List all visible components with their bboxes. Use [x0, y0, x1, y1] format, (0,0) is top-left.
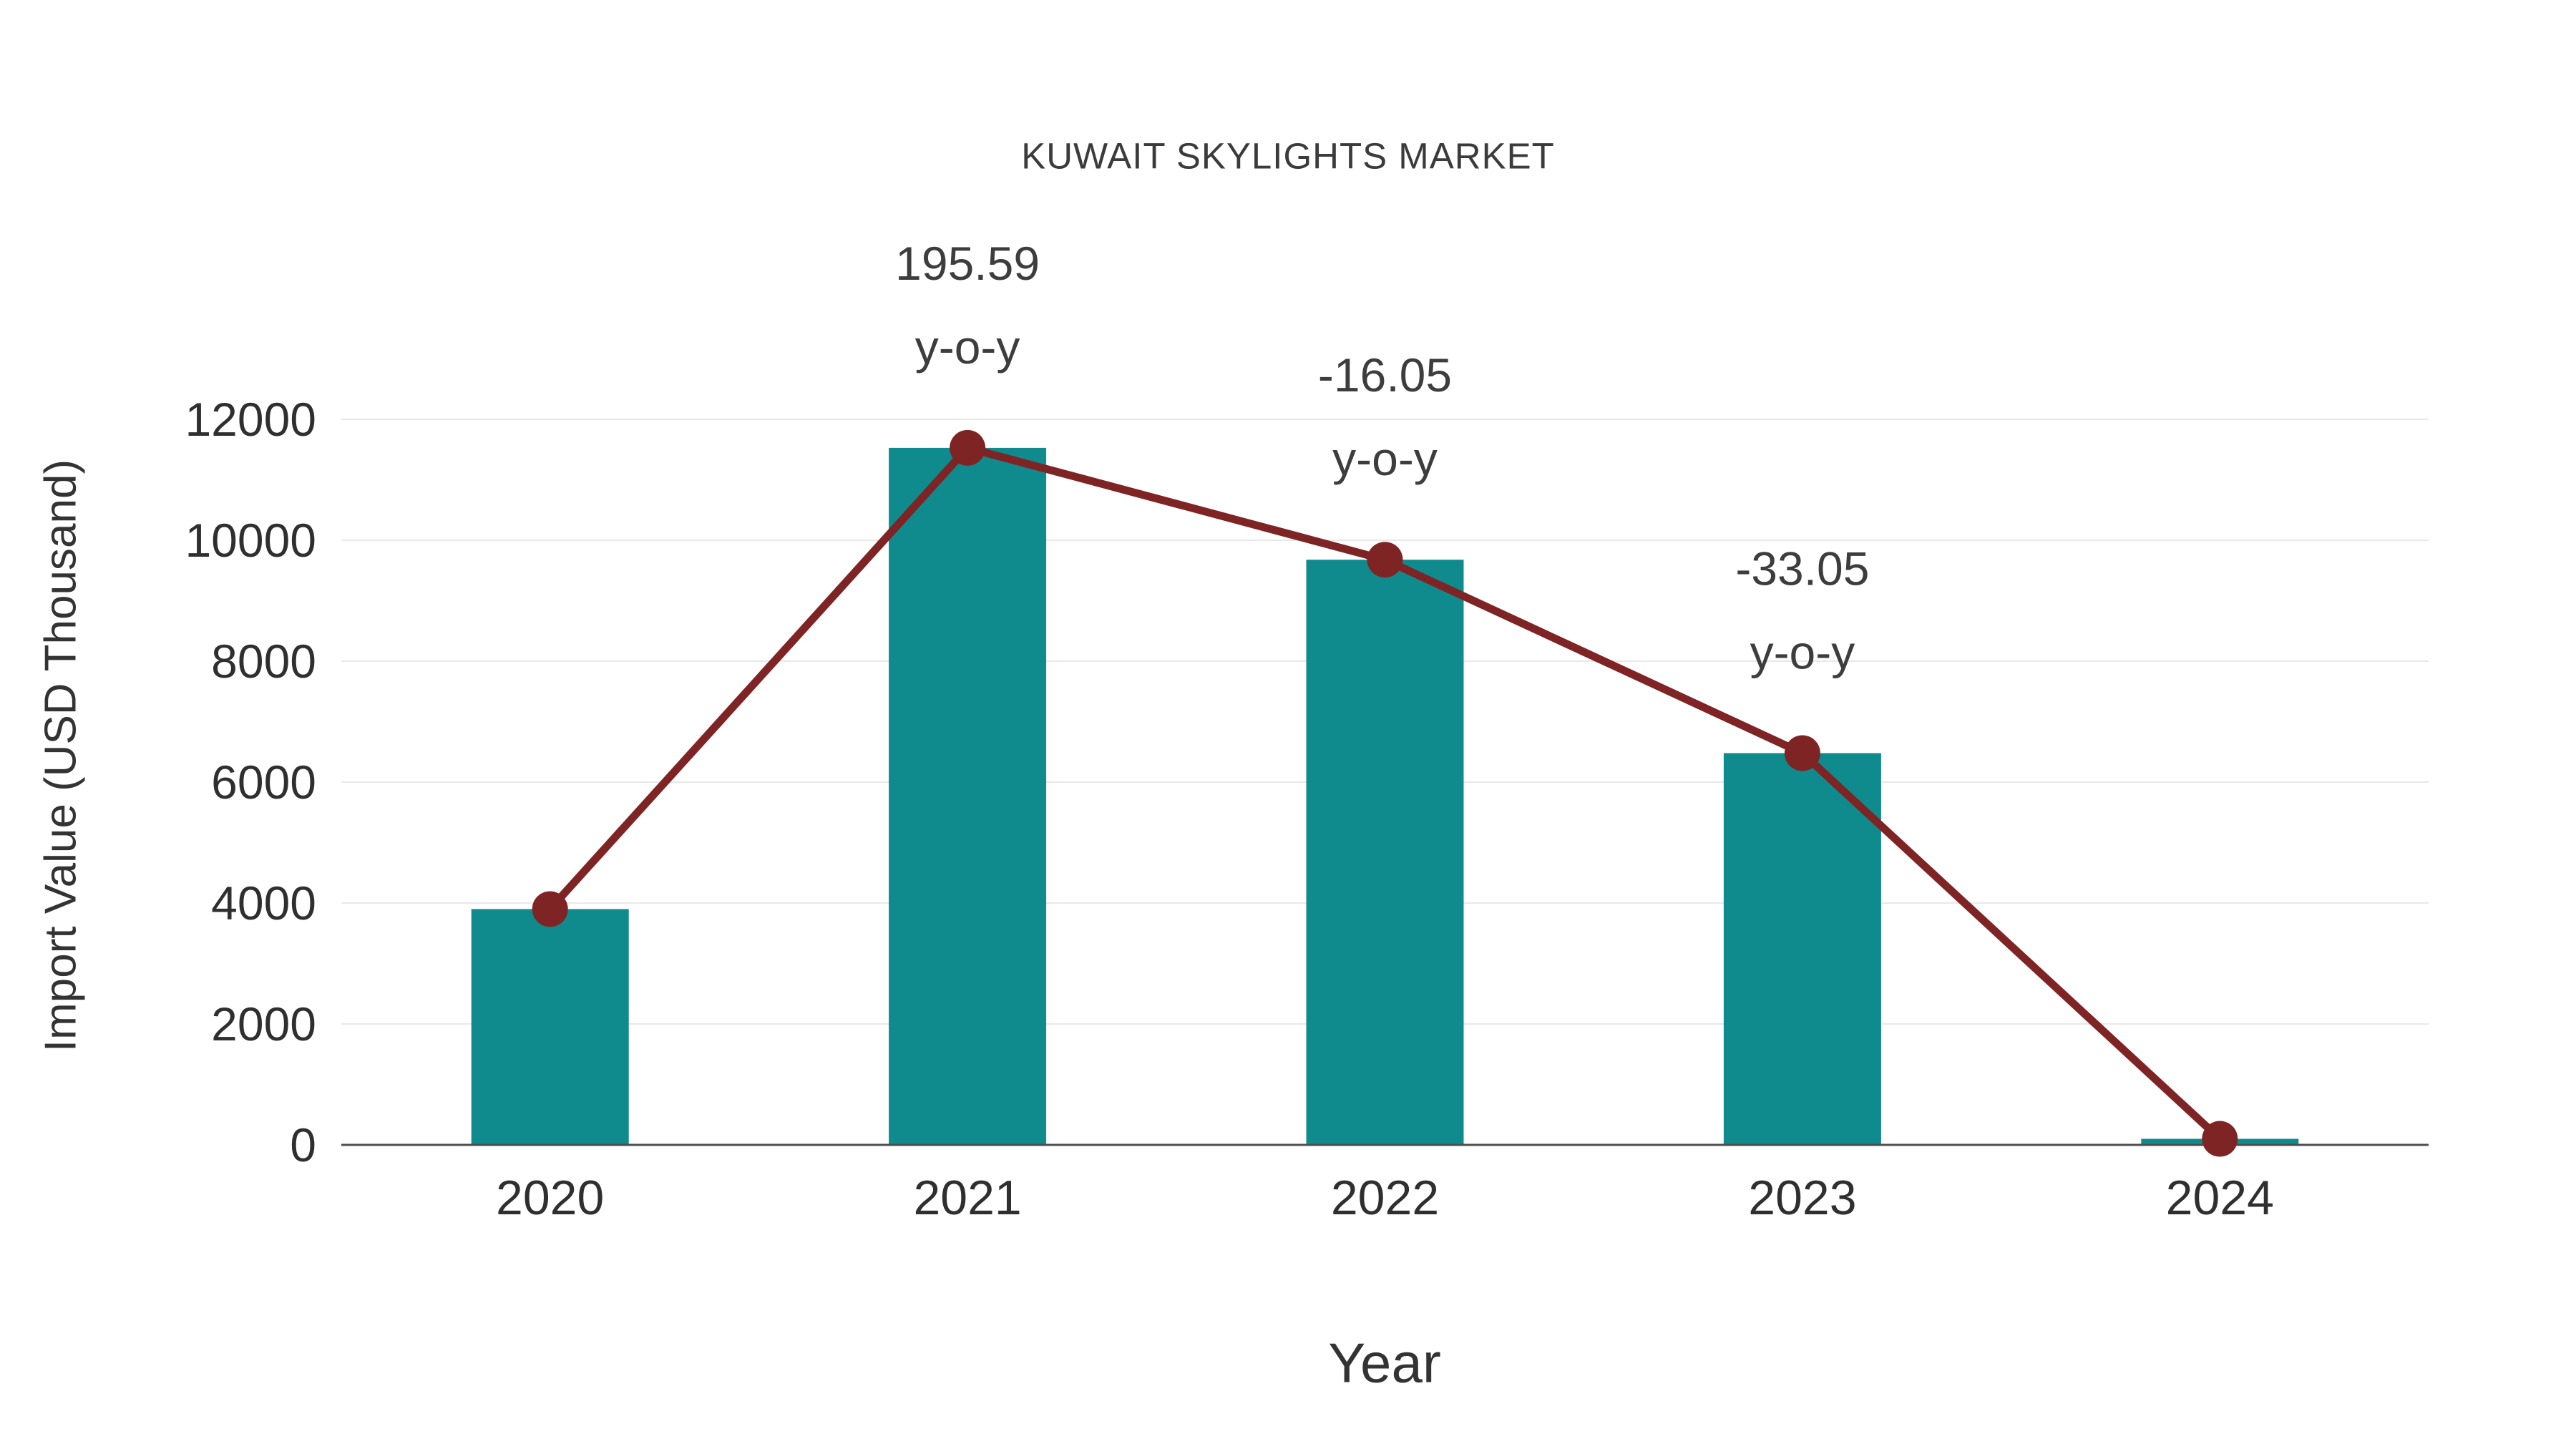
x-tick-label: 2021: [913, 1171, 1021, 1225]
y-tick-label: 12000: [185, 393, 316, 446]
x-tick-label: 2024: [2166, 1171, 2274, 1225]
y-tick-label: 2000: [211, 997, 316, 1050]
x-tick-label: 2022: [1331, 1171, 1439, 1225]
trend-marker-2024: [2202, 1121, 2238, 1157]
annotation-suffix: y-o-y: [1750, 626, 1855, 679]
y-tick-label: 4000: [211, 877, 316, 930]
trend-marker-2020: [532, 891, 568, 927]
annotation-value: -33.05: [1735, 542, 1869, 595]
x-tick-label: 2023: [1748, 1171, 1856, 1225]
annotation-value: 195.59: [895, 237, 1040, 290]
y-tick-label: 8000: [211, 635, 316, 688]
bar-2023: [1723, 753, 1881, 1145]
chart-title: KUWAIT SKYLIGHTS MARKET: [1021, 135, 1555, 177]
y-tick-label: 0: [290, 1118, 316, 1171]
annotation-value: -16.05: [1318, 348, 1452, 401]
trend-marker-2022: [1367, 542, 1403, 578]
bar-2022: [1306, 560, 1464, 1145]
x-axis-title: Year: [1328, 1331, 1441, 1395]
bar-2020: [471, 909, 629, 1145]
annotation-suffix: y-o-y: [915, 321, 1020, 374]
annotation-suffix: y-o-y: [1332, 432, 1438, 485]
trend-marker-2021: [950, 429, 986, 466]
trend-marker-2023: [1784, 735, 1820, 771]
y-tick-label: 10000: [185, 514, 316, 567]
y-tick-label: 6000: [211, 756, 316, 809]
bar-2021: [889, 447, 1047, 1145]
x-tick-label: 2020: [496, 1171, 604, 1225]
